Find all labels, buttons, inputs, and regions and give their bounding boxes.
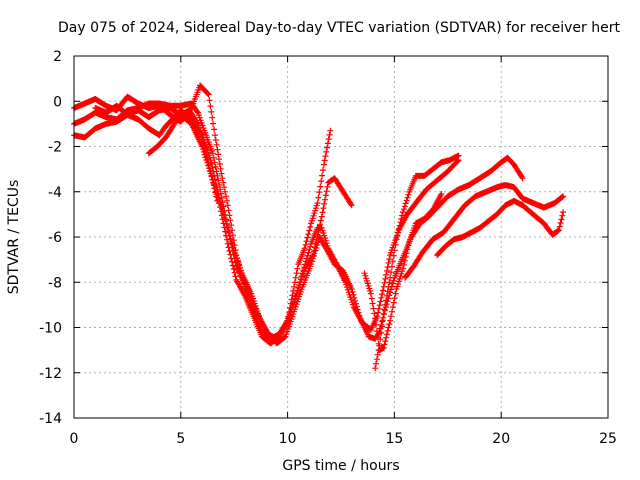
- y-tick-label: -4: [48, 185, 62, 201]
- y-tick-label: 0: [53, 94, 62, 110]
- x-tick-label: 15: [385, 431, 403, 447]
- y-tick-label: -10: [39, 321, 62, 337]
- y-tick-label: 2: [53, 49, 62, 65]
- x-tick-label: 20: [492, 431, 510, 447]
- series-track-8: [402, 182, 567, 281]
- x-axis-title: GPS time / hours: [282, 458, 399, 474]
- series-track-6: [361, 191, 445, 354]
- series-markers: [145, 107, 221, 204]
- x-tick-label: 0: [70, 431, 79, 447]
- y-tick-label: -14: [39, 411, 62, 427]
- y-axis-title: SDTVAR / TECUs: [6, 180, 22, 295]
- series-markers: [71, 100, 526, 347]
- series-track-7: [372, 152, 462, 372]
- y-tick-label: -6: [48, 230, 62, 246]
- y-tick-label: -12: [39, 366, 62, 382]
- y-tick-label: -2: [48, 140, 62, 156]
- x-tick-label: 25: [599, 431, 617, 447]
- plot-frame: [73, 55, 609, 419]
- grid: [74, 56, 608, 418]
- series-track-5: [145, 107, 221, 204]
- chart-title: Day 075 of 2024, Sidereal Day-to-day VTE…: [58, 20, 620, 36]
- series-markers: [372, 152, 462, 372]
- series-track-4: [92, 102, 355, 347]
- x-tick-label: 5: [176, 431, 185, 447]
- data-series: [71, 82, 567, 372]
- series-markers: [71, 107, 462, 342]
- series-markers: [434, 197, 567, 259]
- y-tick-label: -8: [48, 275, 62, 291]
- series-markers: [361, 191, 445, 354]
- series-track-9: [434, 197, 567, 259]
- series-track-2: [71, 107, 462, 342]
- series-track-3: [71, 100, 526, 347]
- series-markers: [92, 102, 355, 347]
- series-markers: [402, 182, 567, 281]
- x-tick-label: 10: [279, 431, 297, 447]
